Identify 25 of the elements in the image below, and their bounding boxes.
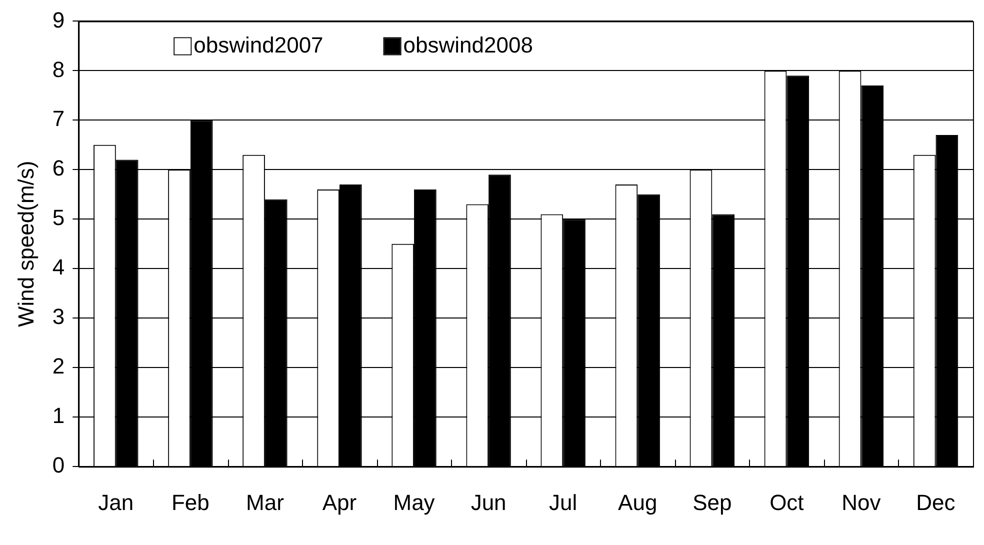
x-tick-label: Sep	[692, 490, 732, 515]
x-tick-label: Dec	[916, 490, 956, 515]
x-tick-label: Aug	[618, 490, 658, 515]
x-tick-label: Mar	[246, 490, 284, 515]
x-tick-label: Apr	[322, 490, 357, 515]
y-tick-label: 9	[52, 7, 65, 32]
y-axis-title: Wind speed(m/s)	[13, 160, 38, 328]
x-tick-label: Jun	[470, 490, 506, 515]
y-tick-label: 7	[52, 106, 65, 132]
legend-label: obswind2007	[194, 32, 324, 58]
x-tick-label: Jul	[549, 490, 578, 515]
x-tick-label: May	[393, 490, 435, 515]
y-tick-label: 6	[52, 156, 65, 181]
y-tick-label: 3	[52, 304, 65, 330]
x-tick-label: Jan	[98, 490, 134, 515]
y-tick-label: 5	[52, 205, 65, 230]
y-tick-label: 2	[52, 354, 65, 379]
y-tick-label: 0	[52, 452, 65, 478]
y-tick-label: 8	[52, 56, 65, 82]
y-tick-label: 1	[52, 403, 65, 428]
y-tick-label: 4	[52, 254, 65, 280]
legend-label: obswind2008	[403, 32, 533, 58]
x-tick-label: Oct	[770, 490, 804, 515]
x-tick-label: Nov	[842, 490, 881, 515]
x-tick-label: Feb	[171, 490, 210, 515]
